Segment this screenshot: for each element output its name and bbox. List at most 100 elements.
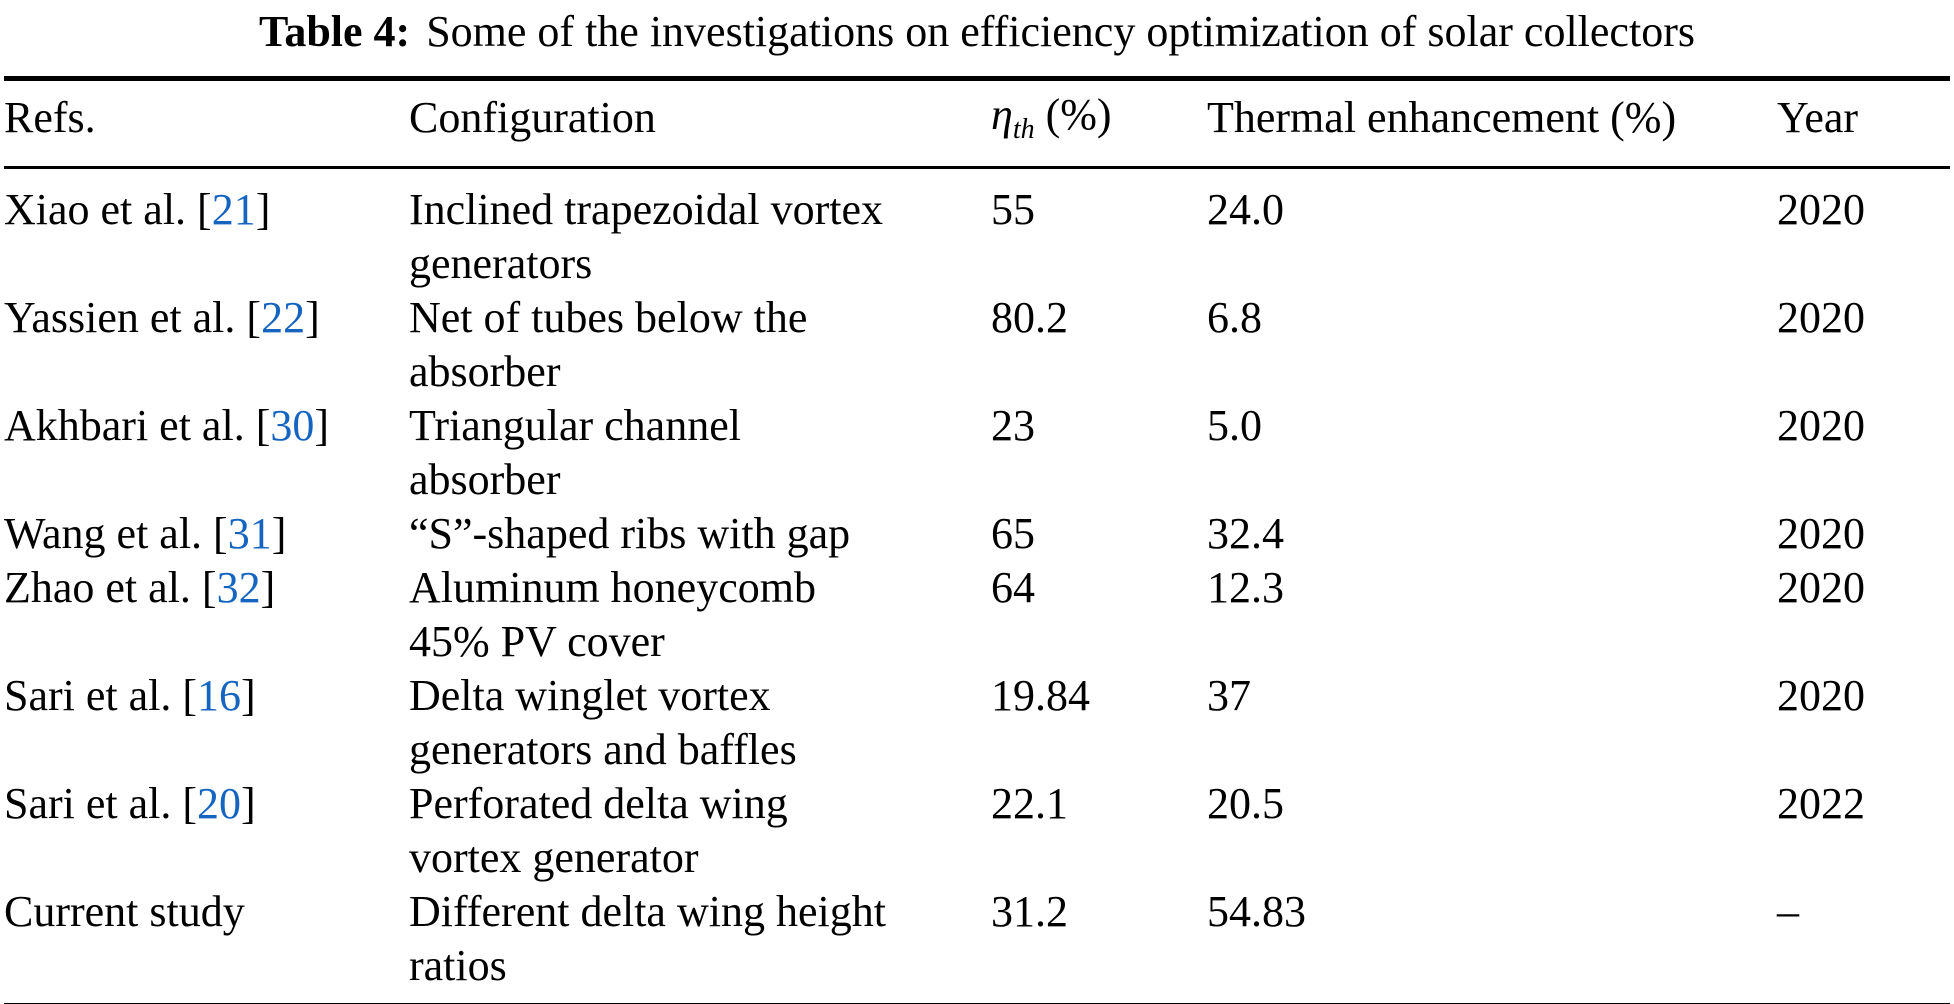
citation-link[interactable]: 20 (197, 779, 242, 828)
ref-text: ] (255, 185, 271, 234)
config-line: 45% PV cover (409, 617, 665, 666)
eta-th-cell: 19.84 (991, 669, 1207, 777)
refs-cell: Wang et al. [31] (4, 507, 409, 561)
year-cell: 2020 (1777, 168, 1950, 292)
table-row: Akhbari et al. [30] Triangular channel a… (4, 399, 1950, 507)
config-line: absorber (409, 347, 561, 396)
config-line: Different delta wing height (409, 887, 886, 936)
refs-cell: Akhbari et al. [30] (4, 399, 409, 507)
citation-link[interactable]: 16 (197, 671, 242, 720)
year-value: 2020 (1777, 563, 1865, 612)
configuration-cell: Inclined trapezoidal vortex generators (409, 168, 991, 292)
thermal-enhancement-value: 24.0 (1207, 185, 1284, 234)
table-row: Sari et al. [16] Delta winglet vortex ge… (4, 669, 1950, 777)
eta-th-cell: 55 (991, 168, 1207, 292)
ref-text: ] (241, 671, 256, 720)
ref-text: ] (305, 293, 320, 342)
config-line: Triangular channel (409, 401, 741, 450)
thermal-enhancement-cell: 12.3 (1207, 561, 1777, 669)
thermal-enhancement-cell: 5.0 (1207, 399, 1777, 507)
config-line: generators and baffles (409, 725, 797, 774)
year-cell: 2020 (1777, 561, 1950, 669)
ref-text: Current study (4, 887, 245, 936)
year-cell: 2020 (1777, 669, 1950, 777)
table-row: Yassien et al. [22] Net of tubes below t… (4, 291, 1950, 399)
year-cell: – (1777, 885, 1950, 1004)
configuration-cell: Aluminum honeycomb 45% PV cover (409, 561, 991, 669)
year-cell: 2020 (1777, 291, 1950, 399)
config-line: “S”-shaped ribs with gap (409, 509, 851, 558)
config-line: Net of tubes below the (409, 293, 808, 342)
year-value: 2020 (1777, 671, 1865, 720)
config-line: ratios (409, 941, 507, 990)
col-header-eta-th: ηth (%) (991, 78, 1207, 169)
config-line: generators (409, 239, 593, 288)
thermal-enhancement-value: 6.8 (1207, 293, 1262, 342)
citation-link[interactable]: 31 (227, 509, 272, 558)
thermal-enhancement-value: 5.0 (1207, 401, 1262, 450)
year-value: 2020 (1777, 185, 1865, 234)
configuration-cell: Different delta wing height ratios (409, 885, 991, 1004)
thermal-enhancement-cell: 37 (1207, 669, 1777, 777)
eta-th-cell: 22.1 (991, 777, 1207, 885)
thermal-enhancement-cell: 32.4 (1207, 507, 1777, 561)
year-value: 2022 (1777, 779, 1865, 828)
configuration-cell: Perforated delta wing vortex generator (409, 777, 991, 885)
eta-th-value: 23 (991, 401, 1035, 450)
configuration-cell: “S”-shaped ribs with gap (409, 507, 991, 561)
eta-th-cell: 65 (991, 507, 1207, 561)
col-header-year: Year (1777, 78, 1950, 169)
refs-cell: Zhao et al. [32] (4, 561, 409, 669)
ref-text: ] (271, 509, 287, 558)
thermal-enhancement-value: 32.4 (1207, 509, 1284, 558)
thermal-enhancement-value: 37 (1207, 671, 1251, 720)
thermal-enhancement-value: 54.83 (1207, 887, 1306, 936)
thermal-enhancement-cell: 6.8 (1207, 291, 1777, 399)
configuration-cell: Delta winglet vortex generators and baff… (409, 669, 991, 777)
configuration-cell: Net of tubes below the absorber (409, 291, 991, 399)
ref-text: ] (260, 563, 276, 612)
solar-collectors-table: Refs. Configuration ηth (%) Thermal enha… (4, 76, 1950, 1004)
eta-th-value: 55 (991, 185, 1035, 234)
header-row: Refs. Configuration ηth (%) Thermal enha… (4, 78, 1950, 169)
ref-text: Zhao et al. [ (4, 563, 217, 612)
eta-th-value: 65 (991, 509, 1035, 558)
refs-cell: Sari et al. [16] (4, 669, 409, 777)
eta-th-value: 64 (991, 563, 1035, 612)
config-line: Inclined trapezoidal vortex (409, 185, 884, 234)
citation-link[interactable]: 21 (211, 185, 256, 234)
config-line: Delta winglet vortex (409, 671, 771, 720)
eta-unit: (%) (1034, 90, 1112, 139)
eta-th-value: 80.2 (991, 293, 1068, 342)
year-value: 2020 (1777, 293, 1865, 342)
eta-th-value: 19.84 (991, 671, 1090, 720)
thermal-enhancement-value: 20.5 (1207, 779, 1284, 828)
col-header-configuration: Configuration (409, 78, 991, 169)
eta-symbol: η (991, 90, 1013, 139)
citation-link[interactable]: 22 (261, 293, 306, 342)
ref-text: Sari et al. [ (4, 671, 198, 720)
year-value: 2020 (1777, 509, 1865, 558)
table-caption-text: Some of the investigations on efficiency… (426, 7, 1695, 56)
eta-subscript: th (1012, 114, 1035, 145)
table-caption-label: Table 4: (259, 7, 411, 56)
col-header-refs: Refs. (4, 78, 409, 169)
thermal-enhancement-value: 12.3 (1207, 563, 1284, 612)
citation-link[interactable]: 32 (216, 563, 261, 612)
ref-text: ] (241, 779, 256, 828)
citation-link[interactable]: 30 (270, 401, 315, 450)
eta-th-value: 31.2 (991, 887, 1068, 936)
refs-cell: Yassien et al. [22] (4, 291, 409, 399)
col-header-thermal-enhancement: Thermal enhancement (%) (1207, 78, 1777, 169)
ref-text: Wang et al. [ (4, 509, 228, 558)
year-cell: 2022 (1777, 777, 1950, 885)
ref-text: Sari et al. [ (4, 779, 198, 828)
eta-th-cell: 64 (991, 561, 1207, 669)
year-value: – (1777, 887, 1799, 936)
year-cell: 2020 (1777, 399, 1950, 507)
config-line: absorber (409, 455, 561, 504)
table-caption: Table 4: Some of the investigations on ef… (0, 0, 1954, 58)
table-row: Wang et al. [31] “S”-shaped ribs with ga… (4, 507, 1950, 561)
config-line: Perforated delta wing (409, 779, 788, 828)
